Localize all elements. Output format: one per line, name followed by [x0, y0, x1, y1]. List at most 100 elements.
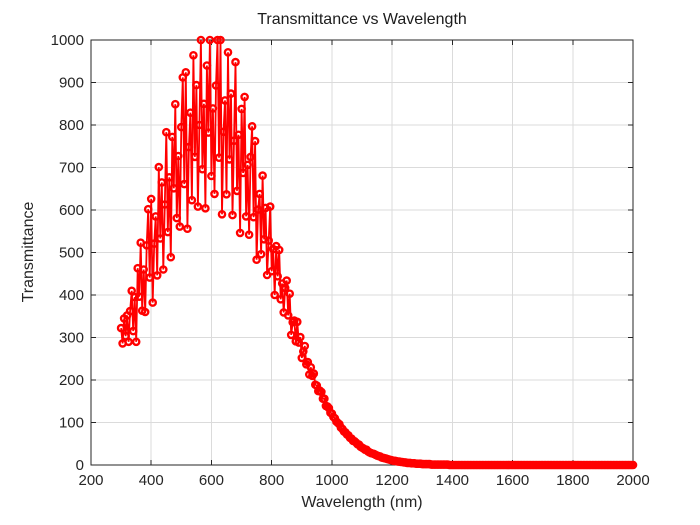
data-marker [183, 224, 192, 233]
y-tick-label: 400 [59, 287, 84, 304]
data-marker [163, 227, 173, 237]
data-marker [286, 330, 296, 340]
data-marker [155, 234, 165, 243]
data-marker [292, 317, 302, 327]
data-marker [145, 273, 154, 282]
data-marker [238, 168, 248, 178]
data-marker [276, 294, 286, 304]
data-marker [195, 120, 204, 130]
data-marker [267, 266, 277, 276]
x-tick-label: 1000 [315, 472, 348, 489]
data-marker [176, 122, 186, 132]
data-marker [244, 230, 254, 239]
data-marker [192, 80, 201, 90]
data-marker [131, 337, 141, 347]
data-marker [146, 194, 156, 204]
data-marker [259, 234, 269, 244]
data-marker [223, 48, 233, 57]
data-marker [243, 160, 252, 170]
data-marker [181, 68, 191, 77]
data-marker [139, 265, 148, 274]
data-marker [280, 283, 290, 293]
data-marker [175, 222, 185, 231]
data-marker [225, 155, 234, 164]
data-marker [265, 202, 275, 211]
data-marker [274, 245, 284, 255]
data-marker [179, 179, 189, 189]
data-marker [134, 292, 144, 302]
data-marker [320, 394, 329, 404]
y-tick-label: 600 [59, 202, 84, 219]
data-marker [213, 35, 222, 45]
data-marker [199, 99, 209, 109]
y-tick-label: 700 [59, 160, 84, 177]
data-marker [283, 311, 293, 320]
data-marker [149, 239, 159, 248]
data-marker [256, 249, 266, 259]
data-marker [158, 265, 168, 274]
x-tick-label: 1200 [375, 472, 408, 489]
data-marker [306, 362, 316, 372]
x-tick-label: 1800 [556, 472, 589, 489]
data-marker [202, 61, 212, 70]
y-tick-label: 800 [59, 117, 84, 134]
data-marker [628, 460, 638, 470]
data-marker [167, 132, 177, 142]
data-marker [204, 128, 213, 137]
data-marker [187, 195, 197, 205]
data-marker [220, 96, 230, 105]
data-marker [116, 323, 126, 333]
data-marker [214, 153, 224, 162]
data-marker [273, 271, 283, 281]
data-marker [190, 152, 200, 162]
x-axis-label: Wavelength (nm) [301, 494, 423, 511]
data-marker [249, 212, 258, 222]
data-marker [235, 228, 245, 238]
data-marker [173, 151, 183, 161]
y-tick-label: 300 [59, 330, 84, 347]
data-marker [300, 341, 310, 351]
data-marker [264, 236, 274, 245]
data-marker [186, 108, 195, 117]
data-marker [309, 369, 319, 378]
data-marker [270, 290, 280, 300]
data-marker [160, 200, 170, 209]
data-marker [161, 127, 171, 137]
data-marker [164, 172, 174, 182]
data-marker [130, 292, 139, 302]
data-marker [222, 189, 231, 199]
data-marker [282, 276, 292, 285]
data-marker [157, 178, 167, 187]
data-marker [148, 298, 157, 307]
data-marker [201, 203, 210, 213]
data-marker [250, 136, 260, 146]
x-tick-label: 2000 [616, 472, 649, 489]
data-marker [198, 164, 207, 174]
data-marker [169, 183, 179, 193]
y-tick-label: 200 [59, 372, 84, 389]
data-marker [228, 210, 237, 220]
data-marker [295, 332, 305, 342]
data-marker [232, 186, 242, 196]
data-marker [252, 255, 261, 265]
y-tick-label: 900 [59, 75, 84, 92]
data-marker [205, 35, 215, 45]
data-marker [128, 326, 138, 336]
data-marker [154, 162, 164, 172]
y-tick-label: 0 [76, 457, 84, 474]
data-marker [231, 57, 240, 67]
data-marker [125, 306, 135, 316]
data-marker [210, 189, 219, 199]
data-marker [196, 35, 206, 45]
x-tick-label: 1400 [436, 472, 469, 489]
data-marker [193, 202, 203, 211]
data-marker [234, 130, 243, 140]
data-marker [240, 92, 249, 102]
data-marker [124, 337, 133, 347]
y-tick-label: 100 [59, 415, 84, 432]
data-marker [140, 307, 150, 317]
data-marker [217, 209, 227, 219]
data-marker [246, 152, 255, 162]
data-marker [151, 212, 160, 221]
